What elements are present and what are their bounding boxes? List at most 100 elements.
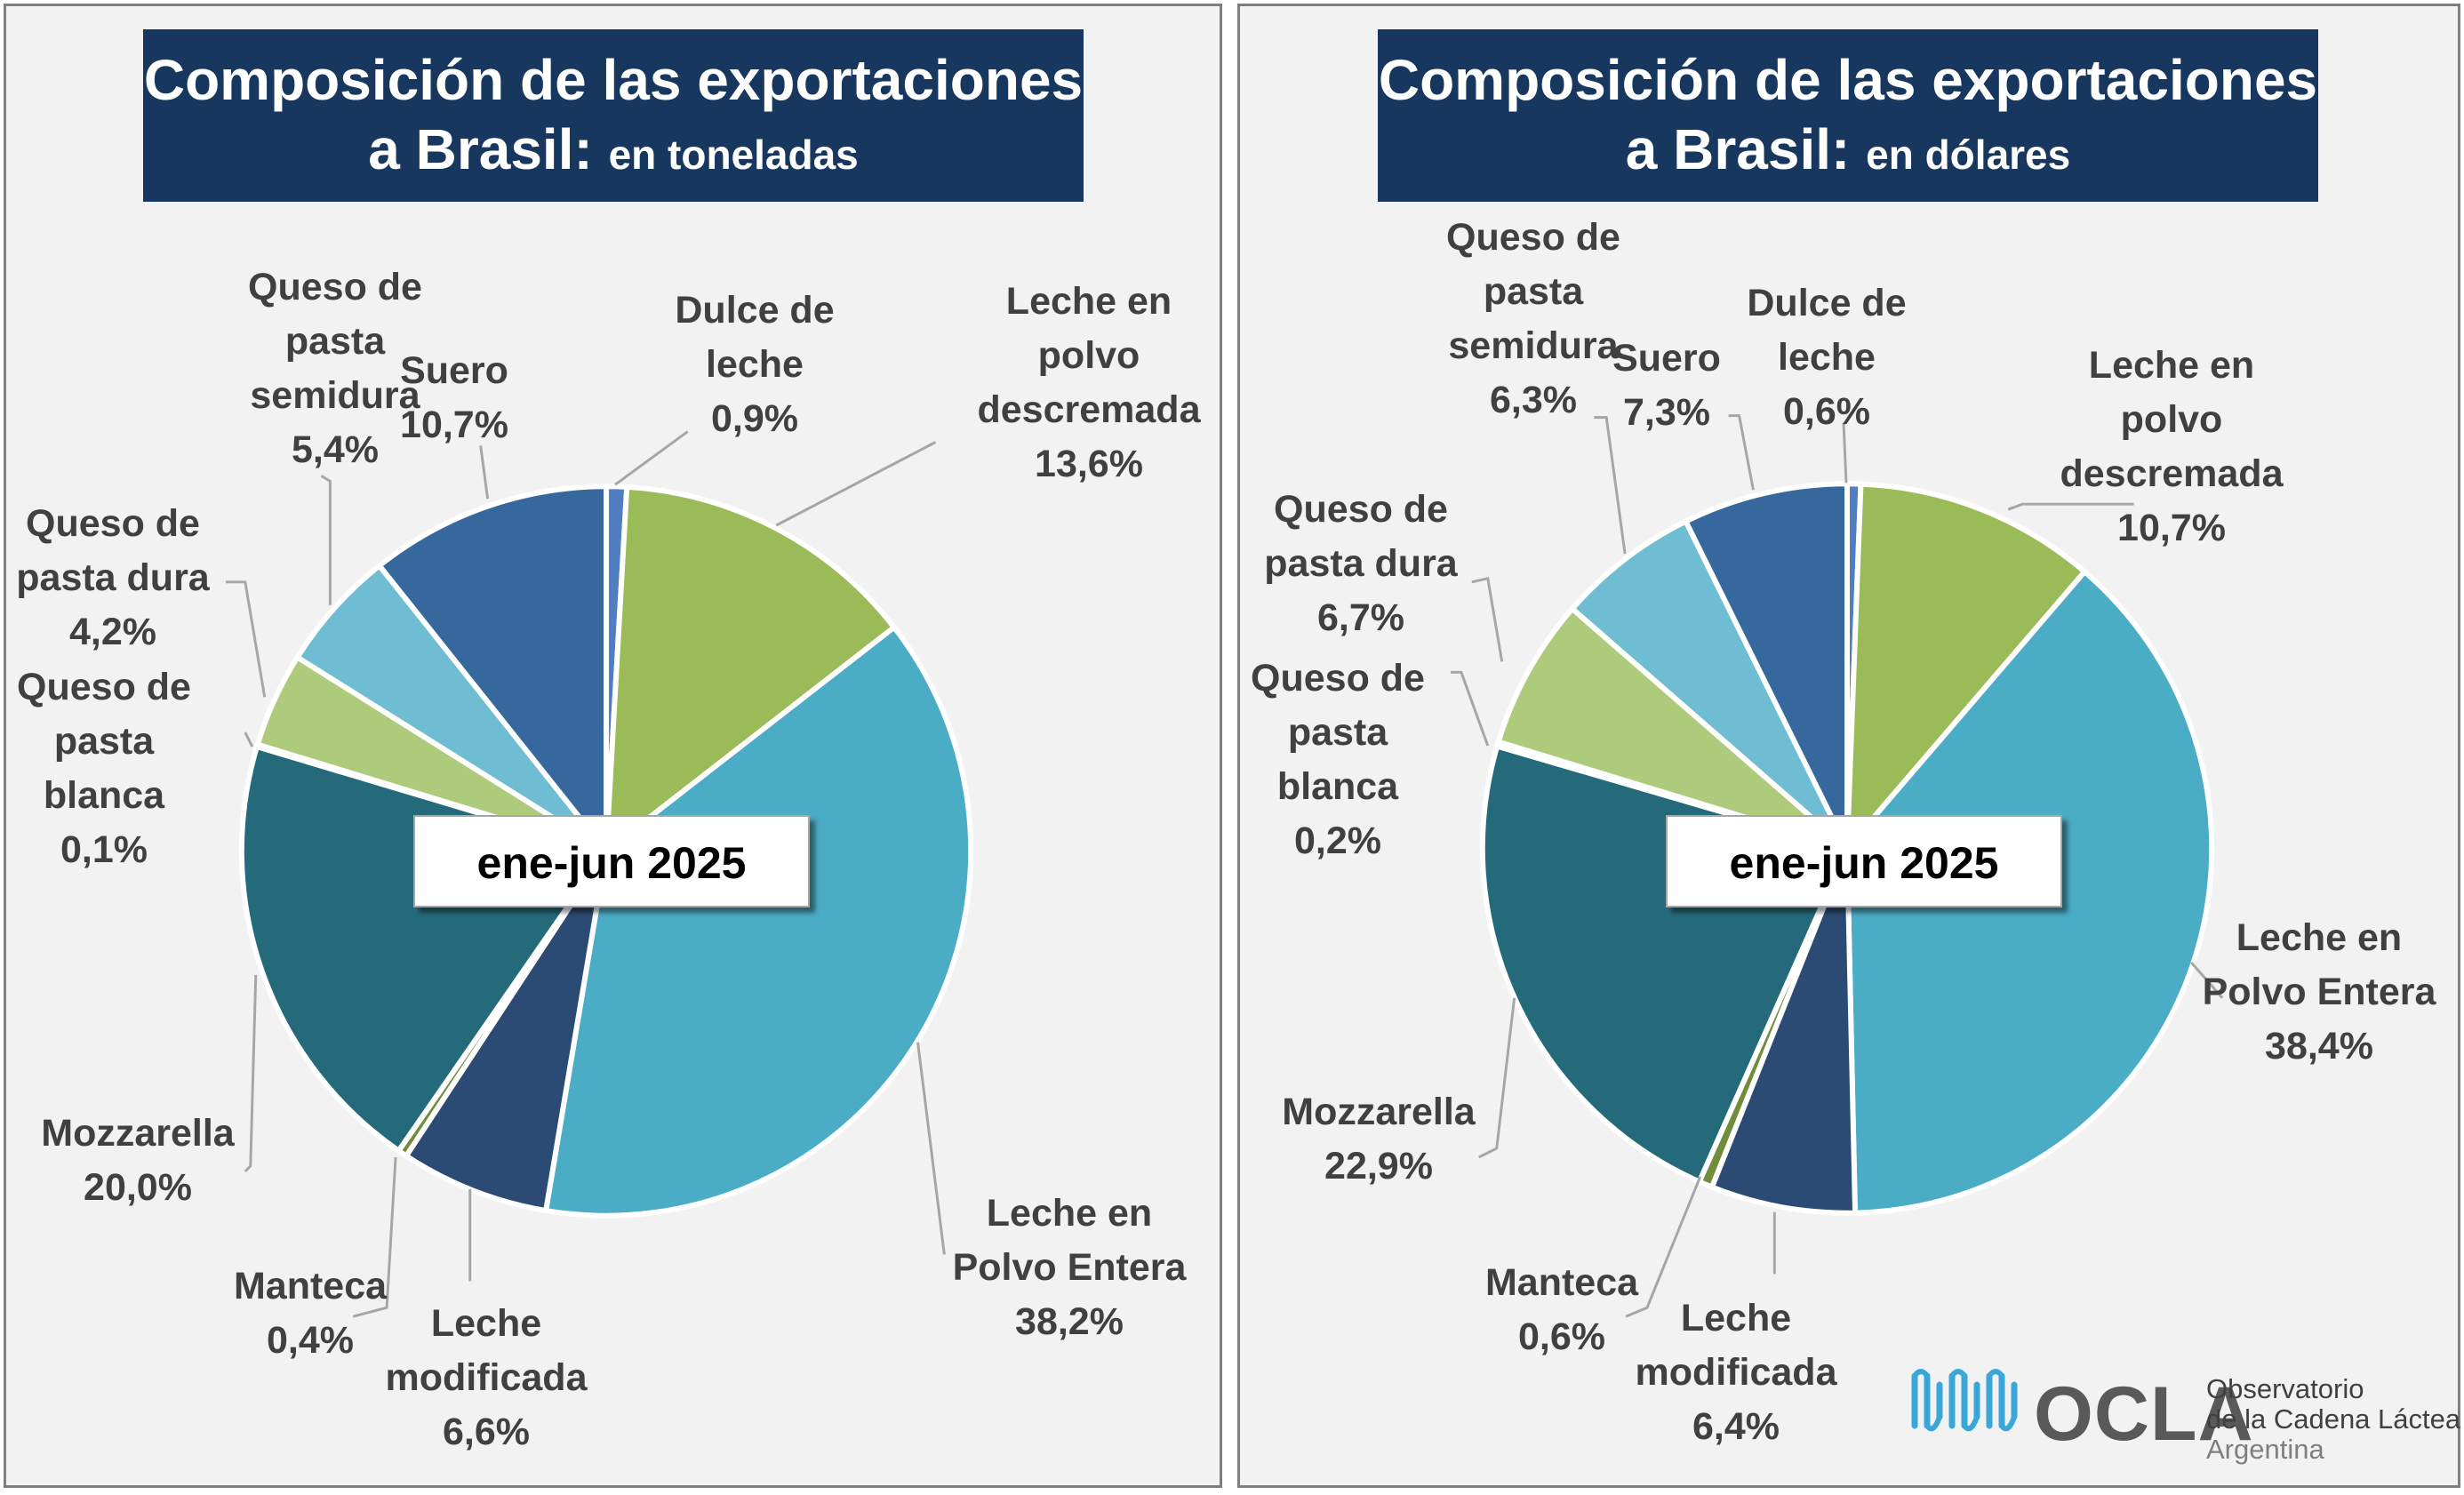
leader-line xyxy=(1471,577,1504,662)
chart-title-main: Composición de las exportaciones xyxy=(1378,48,2318,112)
logo-subtitle: Observatorio de la Cadena Láctea Argenti… xyxy=(2206,1373,2461,1465)
slice-label-name: Manteca xyxy=(233,1265,388,1307)
slice-label-name: polvo xyxy=(2120,398,2223,441)
slice-label-name: Leche en xyxy=(1005,280,1172,323)
leader-line xyxy=(225,580,267,698)
leader-line xyxy=(1450,670,1490,747)
leader-line xyxy=(352,1156,397,1318)
chart-title-line2: a Brasil: en toneladas xyxy=(368,117,859,181)
slice-label-name: Queso de xyxy=(1446,216,1620,259)
slice-label-name: Leche en xyxy=(986,1192,1153,1235)
slice-label-suero: Suero 7,3% xyxy=(1612,332,1721,440)
slice-label-name: pasta xyxy=(284,320,386,363)
slice-label-name: Polvo Entera xyxy=(2202,971,2436,1013)
slice-label-manteca: Manteca 0,6% xyxy=(1485,1256,1638,1364)
chart-panel-dolares: Composición de las exportaciones a Brasi… xyxy=(1237,4,2460,1488)
period-label: ene-jun 2025 xyxy=(1666,815,2062,907)
leader-line xyxy=(320,475,332,605)
chart-panel-toneladas: Composición de las exportaciones a Brasi… xyxy=(4,4,1222,1488)
slice-label-name: Manteca xyxy=(1484,1261,1639,1304)
slice-label-name: semidura xyxy=(250,374,420,417)
slice-label-leche-modificada: Leche modificada 6,6% xyxy=(386,1297,588,1459)
leader-line xyxy=(244,974,258,1172)
slice-label-value: 6,6% xyxy=(442,1411,530,1453)
slice-label-name: Queso de xyxy=(17,666,191,708)
slice-label-name: Leche en xyxy=(2236,916,2403,959)
slice-label-queso-de-pasta-blanca: Queso de pasta blanca 0,1% xyxy=(17,660,191,877)
slice-label-value: 4,2% xyxy=(68,611,156,653)
period-label: ene-jun 2025 xyxy=(413,815,810,907)
slice-label-leche-en-polvo-entera: Leche en Polvo Entera 38,4% xyxy=(2203,911,2436,1074)
leader-line xyxy=(614,430,689,486)
leader-line xyxy=(479,445,490,500)
ocla-logo: OCLA Observatorio de la Cadena Láctea Ar… xyxy=(1909,1363,2460,1470)
slice-label-name: Suero xyxy=(400,349,508,392)
pie-slice-queso-de-pasta-semidura xyxy=(1569,518,1850,851)
ocla-wave-icon xyxy=(1911,1369,2018,1432)
slice-label-dulce-de-leche: Dulce de leche 0,6% xyxy=(1747,276,1906,439)
pie-slice-queso-de-pasta-dura xyxy=(1495,605,1850,851)
slice-label-name: modificada xyxy=(1635,1351,1837,1394)
slice-label-value: 38,4% xyxy=(2265,1025,2373,1067)
slice-label-name: semidura xyxy=(1448,324,1619,367)
slice-label-name: Queso de xyxy=(248,266,422,308)
leader-line xyxy=(2190,961,2224,999)
slice-label-name: pasta xyxy=(1483,270,1584,313)
slice-label-value: 13,6% xyxy=(1035,443,1143,485)
slice-label-name: Dulce de xyxy=(675,289,835,332)
leader-line xyxy=(2007,502,2134,511)
leader-line xyxy=(916,1042,946,1255)
slice-label-queso-de-pasta-semidura: Queso de pasta semidura 6,3% xyxy=(1446,211,1620,428)
slice-label-name: blanca xyxy=(1276,765,1399,808)
pie-slice-leche-en-polvo-descremada xyxy=(604,484,897,854)
slice-label-value: 38,2% xyxy=(1015,1300,1124,1343)
slice-label-queso-de-pasta-blanca: Queso de pasta blanca 0,2% xyxy=(1251,652,1425,868)
slice-label-leche-en-polvo-entera: Leche en Polvo Entera 38,2% xyxy=(953,1187,1187,1349)
slice-label-leche-modificada: Leche modificada 6,4% xyxy=(1636,1291,1837,1454)
slice-label-name: modificada xyxy=(385,1356,588,1399)
chart-title-line2: a Brasil: en dólares xyxy=(1625,117,2071,181)
pie-slice-leche-en-polvo-descremada xyxy=(1844,481,2088,851)
slice-label-name: Mozzarella xyxy=(1282,1091,1476,1133)
slice-label-name: polvo xyxy=(1037,334,1140,377)
slice-label-value: 6,7% xyxy=(1316,596,1404,639)
slice-label-value: 0,1% xyxy=(60,828,148,871)
slice-label-value: 0,2% xyxy=(1293,819,1381,862)
slice-label-value: 0,6% xyxy=(1517,1315,1606,1358)
slice-label-name: Leche xyxy=(1680,1297,1792,1339)
slice-label-name: Mozzarella xyxy=(41,1112,235,1155)
slice-label-name: descremada xyxy=(2060,452,2284,495)
slice-label-name: pasta xyxy=(53,720,155,763)
pie-slice-suero xyxy=(1683,481,1850,851)
slice-label-name: Queso de xyxy=(1251,657,1425,700)
slice-label-mozzarella: Mozzarella 22,9% xyxy=(1282,1085,1475,1194)
slice-label-value: 20,0% xyxy=(84,1166,192,1209)
slice-label-name: Suero xyxy=(1612,337,1721,380)
leader-line xyxy=(1594,416,1627,555)
pie-slice-leche-en-polvo-entera xyxy=(543,624,974,1219)
logo-wordmark: OCLA xyxy=(2034,1371,2254,1457)
slice-label-name: Queso de xyxy=(1274,488,1448,531)
pie-slice-leche-modificada xyxy=(404,848,610,1213)
slice-label-name: leche xyxy=(706,343,804,386)
slice-label-name: Queso de xyxy=(26,502,200,545)
slice-label-queso-de-pasta-dura: Queso de pasta dura 6,7% xyxy=(1264,483,1457,645)
slice-label-name: pasta dura xyxy=(1264,542,1458,585)
slice-label-value: 6,4% xyxy=(1692,1405,1780,1448)
slice-label-name: pasta xyxy=(1287,711,1388,754)
slice-label-name: Dulce de xyxy=(1747,282,1907,324)
leader-line xyxy=(244,732,254,748)
slice-label-queso-de-pasta-semidura: Queso de pasta semidura 5,4% xyxy=(248,260,422,477)
slice-label-name: leche xyxy=(1778,336,1876,379)
slice-label-value: 0,9% xyxy=(710,397,799,440)
pie-slice-suero xyxy=(376,484,610,854)
leader-line xyxy=(1625,1176,1702,1318)
slice-label-value: 0,6% xyxy=(1782,390,1871,433)
slice-label-value: 10,7% xyxy=(400,404,508,446)
slice-label-queso-de-pasta-dura: Queso de pasta dura 4,2% xyxy=(16,497,209,660)
slice-label-value: 10,7% xyxy=(2117,507,2226,549)
slice-label-mozzarella: Mozzarella 20,0% xyxy=(41,1107,234,1215)
slice-label-name: pasta dura xyxy=(16,556,210,599)
leader-line xyxy=(1728,414,1755,491)
chart-title-unit: en toneladas xyxy=(608,132,859,178)
